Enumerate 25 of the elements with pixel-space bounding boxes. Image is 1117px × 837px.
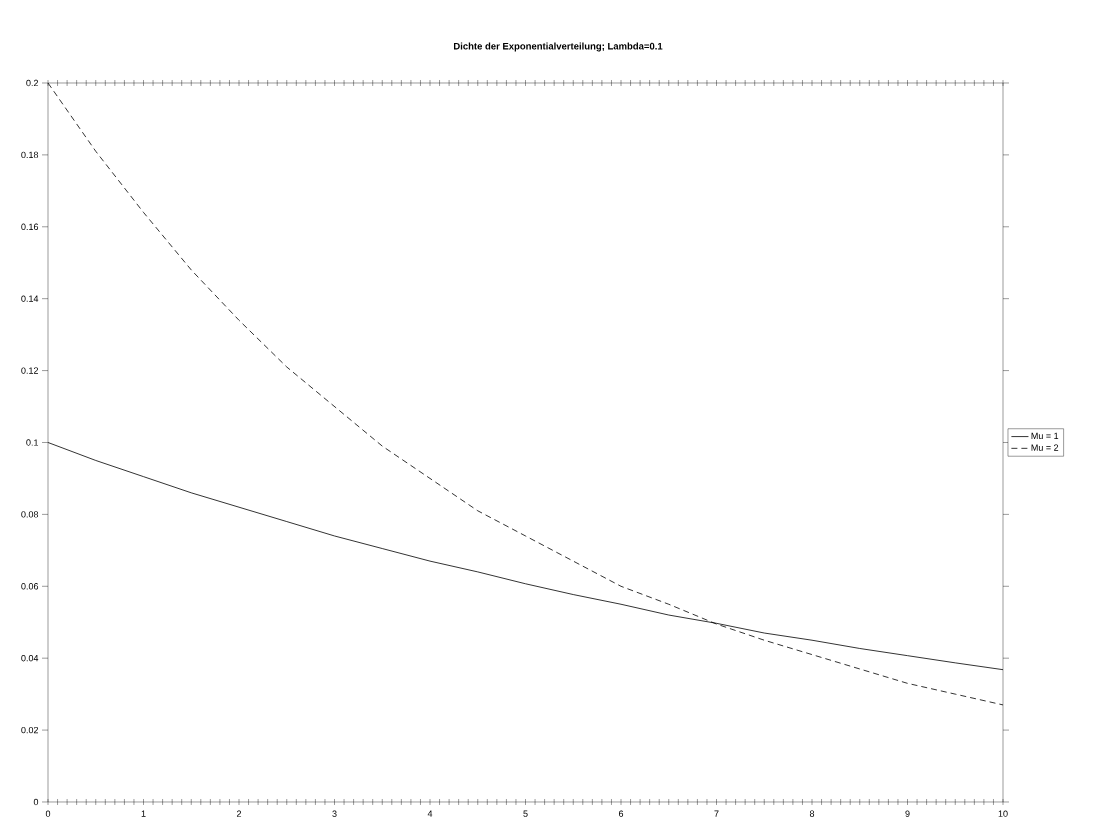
y-tick-label: 0.12 (21, 367, 39, 374)
x-tick-label: 9 (905, 810, 910, 817)
legend-label: Mu = 1 (1031, 432, 1059, 440)
y-tick-label: 0.2 (26, 79, 39, 87)
y-tick-label: 0.08 (21, 511, 39, 518)
x-tick-label: 7 (714, 810, 719, 817)
x-tick-label: 0 (45, 810, 51, 817)
y-tick-label: 0.16 (21, 223, 39, 230)
y-tick-label: 0 (33, 798, 39, 806)
x-tick-label: 3 (332, 810, 337, 817)
chart-title: Dichte der Exponentialverteilung; Lambda=0.1 (453, 42, 663, 52)
x-tick-label: 8 (809, 810, 815, 817)
x-tick-label: 2 (236, 810, 242, 817)
legend-label: Mu = 2 (1031, 444, 1059, 451)
y-tick-label: 0.18 (21, 151, 39, 159)
y-tick-label: 0.04 (21, 654, 39, 662)
y-tick-label: 0.02 (21, 726, 39, 734)
x-tick-label: 10 (998, 810, 1008, 817)
x-tick-label: 1 (141, 810, 146, 817)
y-tick-label: 0.14 (21, 295, 39, 302)
x-tick-label: 6 (618, 810, 624, 817)
y-tick-label: 0.06 (21, 583, 39, 590)
y-tick-label: 0.1 (26, 439, 39, 446)
x-tick-label: 4 (427, 810, 433, 817)
x-tick-label: 5 (523, 810, 528, 817)
